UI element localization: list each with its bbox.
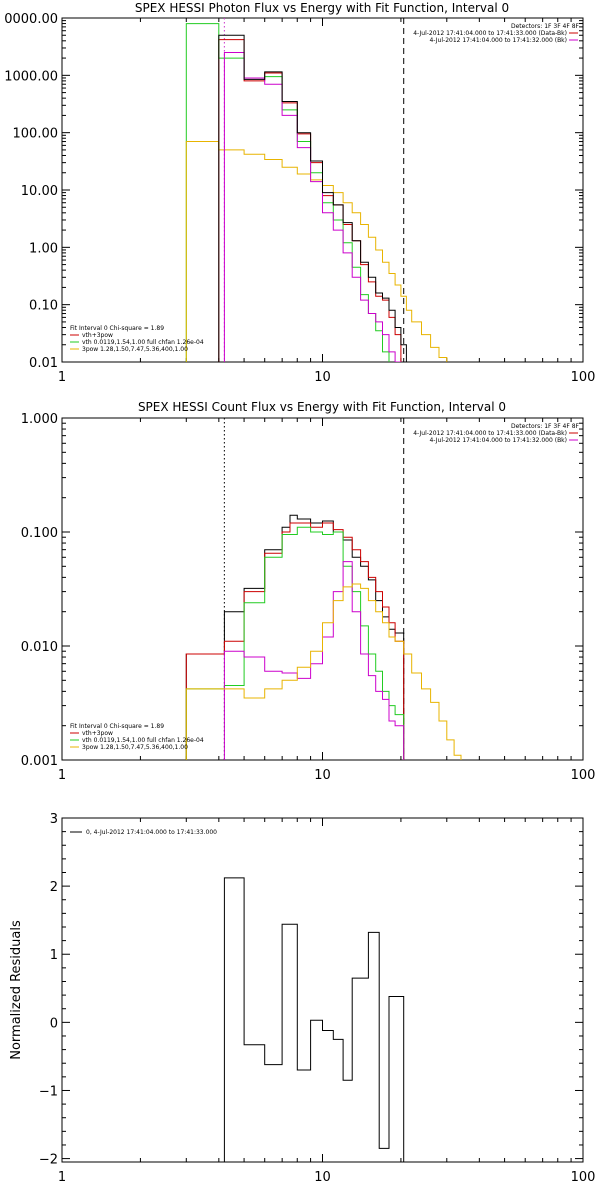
chart2-title: SPEX HESSI Count Flux vs Energy with Fit… <box>138 400 506 414</box>
legend-top-entry: Detectors: 1F 3F 4F 8F <box>511 423 580 430</box>
x-tick-label: 1 <box>58 1170 66 1185</box>
y-tick-label: 2 <box>50 880 58 895</box>
y-tick-label: 0.01 <box>29 356 58 371</box>
y-tick-label: 3 <box>50 812 58 827</box>
y-tick-label: −1 <box>39 1084 58 1099</box>
legend-bottom-entry: Fit Interval 0 Chi-square = 1.89 <box>70 325 164 332</box>
x-tick-label: 1 <box>58 370 66 385</box>
series-vth <box>185 526 405 760</box>
legend-top-entry: 4-Jul-2012 17:41:04.000 to 17:41:33.000 … <box>413 430 567 437</box>
y-tick-label: 100.00 <box>13 127 59 142</box>
legend-bottom-entry: vth 0.0119,1.54,1.00 full chfan 1.26e-04 <box>82 737 204 744</box>
series-group <box>223 877 405 1162</box>
y-tick-label: 10.00 <box>21 184 58 199</box>
series-bk <box>223 52 402 362</box>
legend-top-entry: 4-Jul-2012 17:41:04.000 to 17:41:32.000 … <box>429 37 567 44</box>
x-tick-label: 10 <box>314 1170 331 1185</box>
y-tick-label: 0.010 <box>21 640 58 655</box>
y-tick-label: 0.100 <box>21 526 58 541</box>
plot-frame <box>61 417 584 761</box>
x-tick-label: 1 <box>58 768 66 783</box>
series-3pow <box>185 583 462 760</box>
y-tick-label: 0.001 <box>21 754 58 769</box>
legend-bottom-entry: vth 0.0119,1.54,1.00 full chfan 1.26e-04 <box>82 339 204 346</box>
legend-top-entry: 4-Jul-2012 17:41:04.000 to 17:41:33.000 … <box>413 30 567 37</box>
legend-bottom-entry: 3pow 1.28,1.50,7.47,5.36,400,1.00 <box>82 346 188 353</box>
x-tick-label: 100 <box>571 768 596 783</box>
y-tick-label: 1000.00 <box>4 69 58 84</box>
legend-top-entry: 4-Jul-2012 17:41:04.000 to 17:41:32.000 … <box>429 437 567 444</box>
x-tick-label: 100 <box>571 1170 596 1185</box>
plot-frame <box>61 817 584 1163</box>
series-3pow <box>185 141 448 362</box>
y-tick-label: 0 <box>50 1016 58 1031</box>
x-tick-label: 100 <box>571 370 596 385</box>
series-bk <box>223 561 405 760</box>
chart1-title: SPEX HESSI Photon Flux vs Energy with Fi… <box>135 1 509 15</box>
legend-top-entry: Detectors: 1F 3F 4F 8F <box>511 23 580 30</box>
y-tick-label: 0000.00 <box>4 12 58 27</box>
series-data <box>218 34 407 362</box>
legend-bottom-entry: vth+3pow <box>82 730 113 737</box>
legend-bottom-entry: vth+3pow <box>82 332 113 339</box>
series-data <box>185 514 405 760</box>
chart3-ylabel: Normalized Residuals <box>9 920 24 1060</box>
x-tick-label: 10 <box>314 768 331 783</box>
y-tick-label: −2 <box>39 1153 58 1168</box>
x-tick-label: 10 <box>314 370 331 385</box>
legend-bottom-entry: 3pow 1.28,1.50,7.47,5.36,400,1.00 <box>82 744 188 751</box>
y-tick-label: 1.00 <box>29 241 58 256</box>
series-group <box>185 23 448 362</box>
y-tick-label: 0.10 <box>29 299 58 314</box>
legend-entry: 0, 4-Jul-2012 17:41:04.000 to 17:41:33.0… <box>86 829 217 836</box>
y-tick-label: 1.000 <box>21 412 58 427</box>
chart-2: 1 10 100 1.000 0.100 0.010 0.001 Detectors: 1F … <box>21 412 596 783</box>
chart-1: 1 10 100 0000.00 1000.00 100.00 10.00 1.00 0.10 0… <box>4 12 595 385</box>
series-vth <box>185 23 390 362</box>
legend-bottom-entry: Fit Interval 0 Chi-square = 1.89 <box>70 723 164 730</box>
series-vth-3pow <box>185 522 405 760</box>
series-vth-3pow <box>218 39 402 362</box>
series-0 <box>223 877 405 1162</box>
y-tick-label: 1 <box>50 948 58 963</box>
series-group <box>185 514 462 760</box>
